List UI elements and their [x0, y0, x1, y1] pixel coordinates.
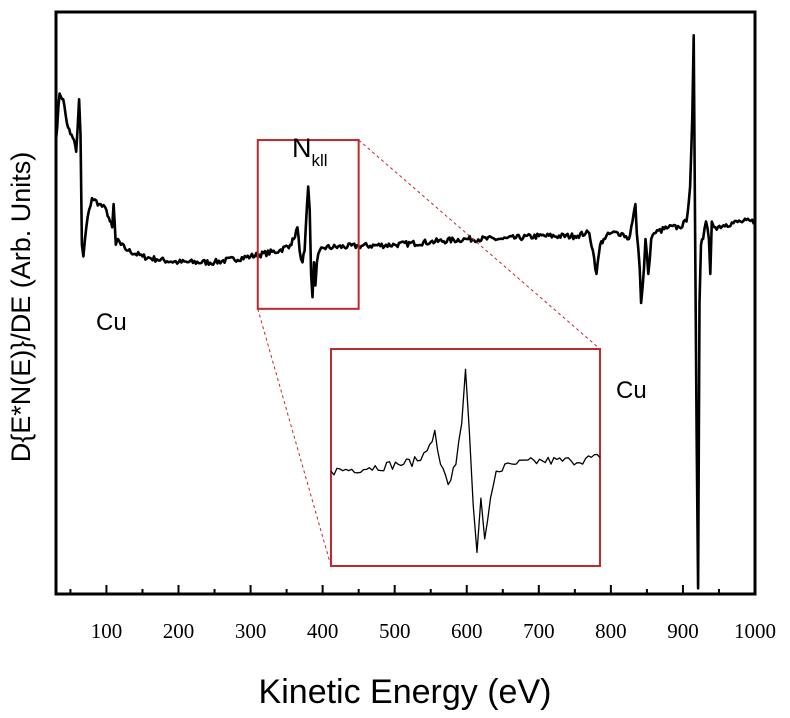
- x-tick-label: 600: [451, 619, 483, 643]
- spectrum-line: [54, 34, 757, 590]
- annotation-n-kll: Nkll: [292, 133, 328, 170]
- inset-box: [330, 348, 601, 567]
- x-tick-label: 700: [523, 619, 555, 643]
- x-tick-label: 800: [595, 619, 627, 643]
- zoom-box: [256, 139, 360, 310]
- x-tick-label: 900: [667, 619, 699, 643]
- x-tick-label: 1000: [734, 619, 776, 643]
- annotation-n-kll-sub: kll: [312, 151, 328, 170]
- x-tick-label: 500: [379, 619, 411, 643]
- x-tick-label: 100: [91, 619, 123, 643]
- annotation-cu-low: Cu: [96, 309, 127, 336]
- x-axis-title: Kinetic Energy (eV): [259, 673, 552, 711]
- annotation-n-kll-main: N: [292, 133, 312, 163]
- series-layer: [54, 34, 757, 590]
- x-tick-label: 200: [163, 619, 195, 643]
- x-tick-label: 400: [307, 619, 339, 643]
- inset-spectrum-line: [330, 368, 601, 554]
- x-axis-ticks: 100 200 300 400 500 600 700 800 900 1000: [69, 585, 776, 643]
- y-axis-title: D{E*N(E)}/DE (Arb. Units): [6, 152, 36, 463]
- annotation-cu-high: Cu: [616, 377, 647, 404]
- zoom-connector: [358, 139, 601, 350]
- zoom-layer: [256, 139, 601, 567]
- plot-frame: [54, 10, 757, 596]
- zoom-connector: [257, 308, 332, 567]
- x-tick-label: 300: [235, 619, 267, 643]
